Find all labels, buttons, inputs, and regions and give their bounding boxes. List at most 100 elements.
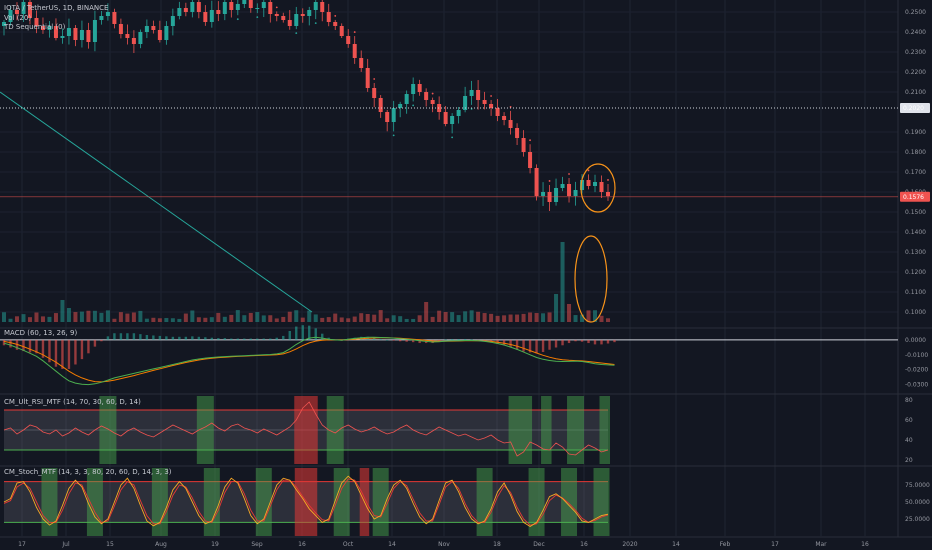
candle-body-42 xyxy=(274,14,279,16)
volume-bar-64 xyxy=(417,315,422,322)
macd-hist-81 xyxy=(528,339,532,353)
candle-body-6 xyxy=(40,26,45,30)
volume-bar-32 xyxy=(209,317,214,322)
candle-body-72 xyxy=(469,90,474,96)
macd-hist-38 xyxy=(249,338,252,340)
volume-bar-15 xyxy=(99,312,104,322)
candle-body-9 xyxy=(60,36,65,38)
volume-bar-73 xyxy=(476,311,481,322)
rsi-tick-0: 80 xyxy=(905,397,913,404)
candle-body-38 xyxy=(248,0,253,9)
volume-bar-33 xyxy=(216,312,221,322)
candle-body-66 xyxy=(430,100,435,104)
td-marker-36 xyxy=(236,18,239,21)
volume-bar-77 xyxy=(502,315,507,322)
volume-bar-86 xyxy=(560,242,565,322)
macd-hist-5 xyxy=(35,339,38,354)
macd-hist-29 xyxy=(191,336,194,340)
candle-body-10 xyxy=(66,28,71,36)
volume-bar-78 xyxy=(508,314,513,322)
candle-body-29 xyxy=(190,2,195,12)
volume-bar-54 xyxy=(352,316,357,322)
price-tick-3: 0.2200 xyxy=(905,69,926,76)
candle-body-44 xyxy=(287,20,292,26)
volume-bar-21 xyxy=(138,310,143,322)
macd-hist-0 xyxy=(2,339,6,346)
price-tick-2: 0.2300 xyxy=(905,49,926,56)
macd-hist-14 xyxy=(93,339,97,347)
price-tick-5: 0.1900 xyxy=(905,129,926,136)
volume-bar-66 xyxy=(430,316,435,322)
macd-hist-85 xyxy=(554,339,558,348)
volume-bar-18 xyxy=(118,312,123,322)
price-tick-11: 0.1300 xyxy=(905,249,926,256)
macd-hist-23 xyxy=(152,335,155,340)
volume-bar-10 xyxy=(66,308,71,322)
macd-hist-10 xyxy=(67,339,71,369)
dotted-level-tag: 0.2020 xyxy=(903,105,924,112)
volume-bar-59 xyxy=(385,318,390,322)
macd-hist-28 xyxy=(184,336,188,340)
volume-bar-2 xyxy=(14,316,19,322)
candle-body-78 xyxy=(508,120,513,128)
price-tick-1: 0.2400 xyxy=(905,29,926,36)
candle-body-17 xyxy=(112,12,117,24)
macd-tick-1: -0.0100 xyxy=(905,352,928,359)
volume-bar-53 xyxy=(346,318,351,322)
candle-body-2 xyxy=(14,10,19,14)
candle-body-3 xyxy=(21,2,26,14)
volume-bar-14 xyxy=(92,310,97,322)
macd-hist-13 xyxy=(87,339,90,354)
macd-hist-47 xyxy=(308,325,311,340)
volume-bar-37 xyxy=(242,315,247,322)
candle-body-24 xyxy=(157,30,162,40)
macd-hist-26 xyxy=(171,336,175,340)
rsi-green-zone-0 xyxy=(99,396,117,464)
time-tick-14: 14 xyxy=(672,541,680,548)
time-tick-7: Oct xyxy=(343,541,354,548)
volume-bar-29 xyxy=(190,310,195,322)
macd-hist-49 xyxy=(321,333,324,340)
macd-hist-4 xyxy=(28,339,32,353)
volume-bar-57 xyxy=(372,314,377,322)
macd-hist-41 xyxy=(269,338,272,340)
volume-bar-61 xyxy=(398,316,403,322)
macd-hist-86 xyxy=(561,339,564,346)
volume-legend: Vol (20) xyxy=(4,14,32,22)
macd-hist-61 xyxy=(398,339,402,342)
candle-body-14 xyxy=(92,20,97,42)
candle-body-86 xyxy=(560,184,565,188)
macd-hist-22 xyxy=(145,335,149,340)
volume-bar-70 xyxy=(456,315,461,322)
macd-hist-92 xyxy=(600,339,603,345)
price-axis: 0.2500 0.2400 0.2300 0.2200 0.2100 0.1900 0.18… xyxy=(900,9,930,523)
volume-bar-81 xyxy=(528,312,533,322)
candle-body-32 xyxy=(209,10,214,22)
candle-body-92 xyxy=(599,182,604,192)
macd-hist-71 xyxy=(463,339,467,340)
time-tick-12: 16 xyxy=(580,541,588,548)
volume-bar-35 xyxy=(229,314,234,322)
volume-bar-22 xyxy=(144,318,149,322)
volume-bar-93 xyxy=(606,318,610,322)
volume-bar-23 xyxy=(151,317,156,322)
macd-hist-15 xyxy=(100,339,103,342)
symbol-title: IOTA / TetherUS, 1D, BINANCE xyxy=(4,4,109,12)
candle-body-20 xyxy=(131,38,136,44)
candle-body-30 xyxy=(196,2,201,12)
macd-hist-57 xyxy=(372,337,376,340)
td-marker-45 xyxy=(295,32,298,35)
volume-bar-79 xyxy=(515,314,520,322)
candle-body-76 xyxy=(495,108,500,116)
volume-bar-28 xyxy=(183,313,188,322)
macd-hist-18 xyxy=(119,333,123,340)
time-tick-15: Feb xyxy=(720,541,731,548)
candle-body-40 xyxy=(261,2,266,8)
time-tick-0: 17 xyxy=(18,541,26,548)
volume-bar-4 xyxy=(27,317,32,322)
volume-bar-89 xyxy=(580,314,585,322)
candle-body-57 xyxy=(372,88,377,98)
macd-hist-79 xyxy=(515,339,519,350)
volume-bar-82 xyxy=(534,313,539,322)
